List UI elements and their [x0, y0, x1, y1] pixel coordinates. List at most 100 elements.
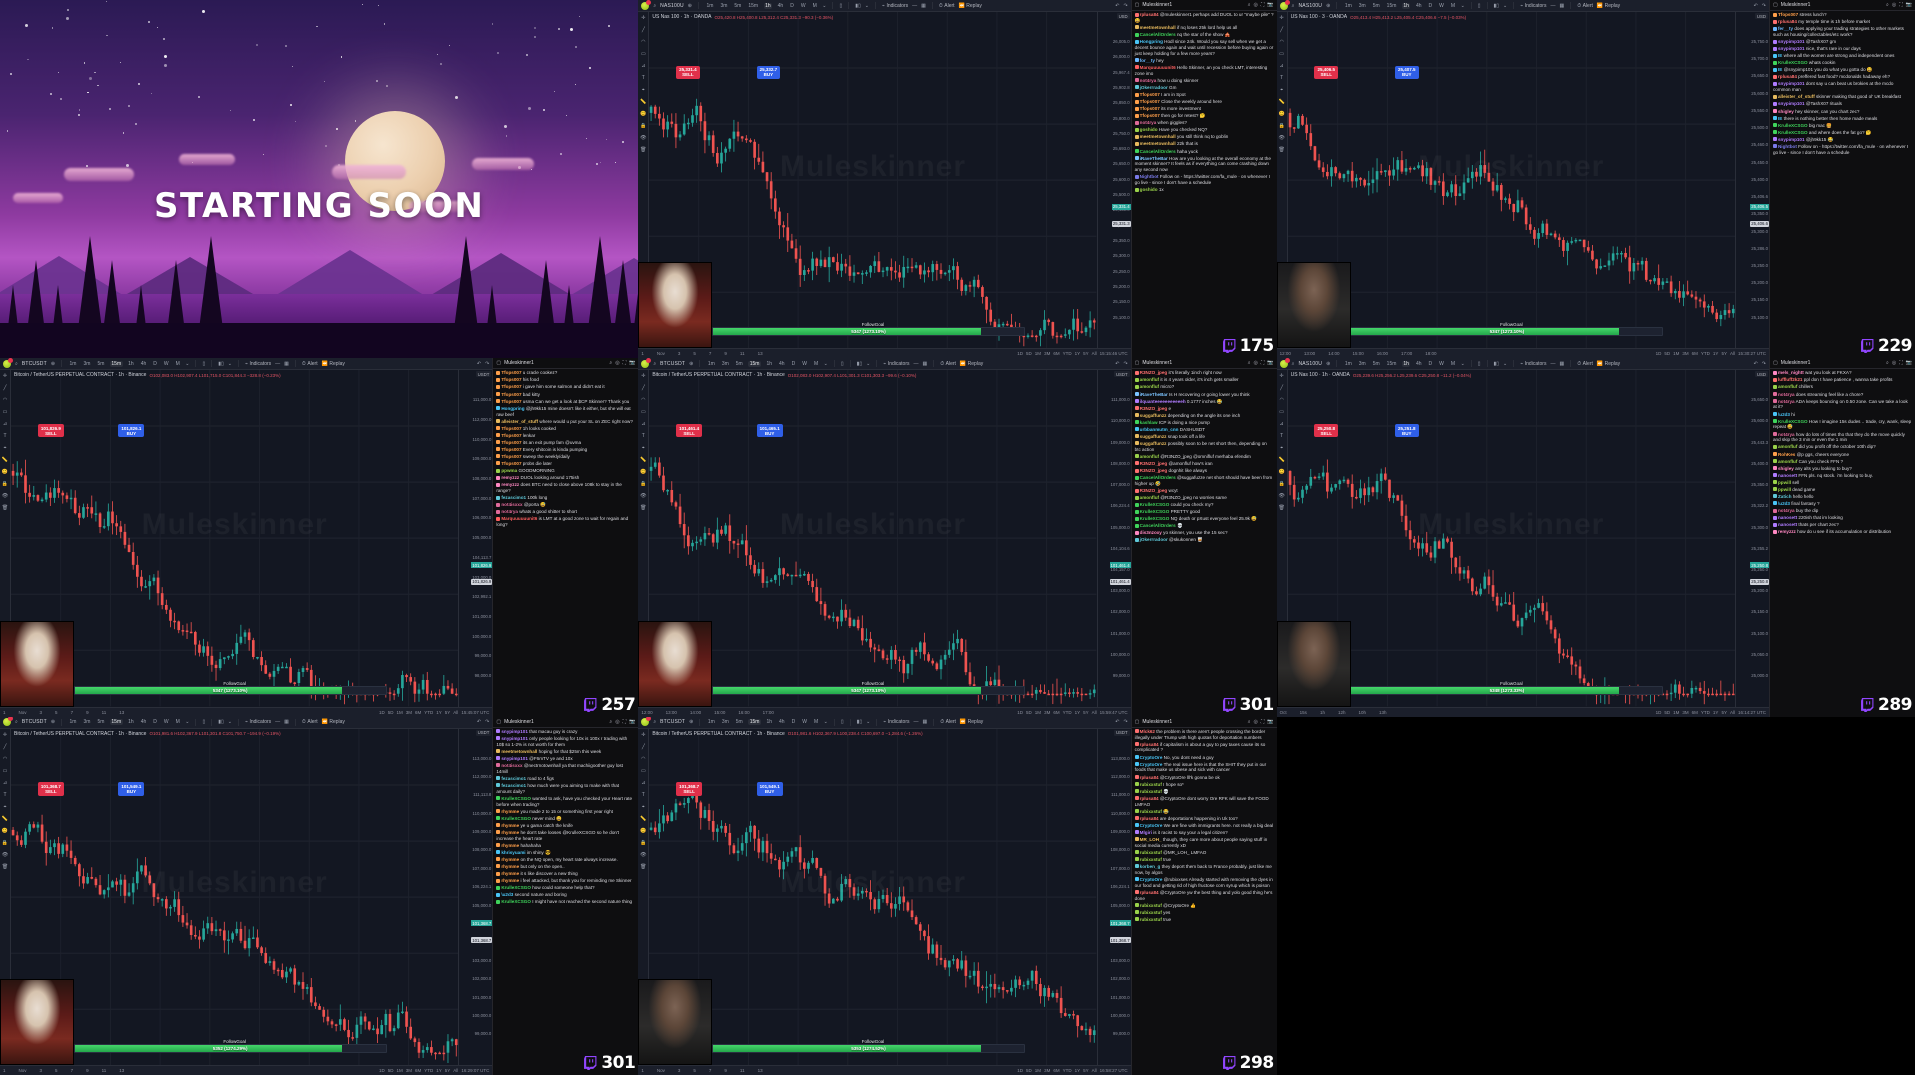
redo-icon[interactable]: ↷	[1123, 3, 1127, 9]
drawing-tool-5[interactable]: T	[1278, 433, 1285, 440]
drawing-tool-7[interactable]: 📏	[1278, 99, 1285, 106]
chat-username[interactable]: rhymme	[501, 843, 519, 848]
chat-username[interactable]: Tfops007	[1778, 12, 1798, 17]
chat-username[interactable]: not4rya	[1778, 508, 1795, 513]
bar-style-icon[interactable]: ▮▯	[218, 719, 224, 725]
chat-username[interactable]: mels_nightt	[1778, 370, 1804, 375]
chat-username[interactable]: jOkerrradoor	[1140, 85, 1168, 90]
indicators-button[interactable]: ⌁ Indicators	[1520, 3, 1546, 9]
chart-canvas[interactable]: US Nas 100 · 3 · OANDA O25,413.4 H25,413.…	[1288, 12, 1735, 348]
chat-username[interactable]: R3NZO_jpeg	[1140, 406, 1168, 411]
symbol-label[interactable]: NAS100U	[660, 3, 684, 9]
chat-header-icon-0[interactable]: ⌕	[1248, 719, 1251, 725]
search-icon[interactable]: ⌕	[653, 361, 656, 367]
chat-username[interactable]: amonfluf	[1140, 454, 1159, 459]
chat-username[interactable]: R3NZO_jpeg	[1140, 488, 1168, 493]
timeframe-d[interactable]: D	[1427, 361, 1434, 367]
sell-price-box[interactable]: 25,406.5 SELL	[1314, 66, 1338, 79]
drawing-tool-4[interactable]: ⊿	[2, 780, 9, 787]
drawing-tool-10[interactable]: 👁	[640, 135, 647, 142]
range-3m[interactable]: 3M	[1682, 710, 1688, 715]
symbol-label[interactable]: BTCUSDT	[660, 719, 685, 725]
buy-price-box[interactable]: 25,332.7 BUY	[757, 66, 781, 79]
timeframe-5m[interactable]: 5m	[734, 361, 744, 367]
chat-username[interactable]: rhymme	[501, 830, 519, 835]
timeframe-3m[interactable]: 3m	[719, 3, 729, 9]
timeframe-d[interactable]: D	[790, 361, 797, 367]
buy-price-box[interactable]: 25,251.8 BUY	[1395, 424, 1419, 437]
chat-header-icon-0[interactable]: ⌕	[1248, 2, 1251, 8]
drawing-tool-4[interactable]: ⊿	[1278, 421, 1285, 428]
chat-username[interactable]: KrulleXCSGO	[501, 816, 531, 821]
chat-username[interactable]: KrulleXCSGO	[1778, 123, 1808, 128]
chat-username[interactable]: CryptoOre	[1140, 877, 1163, 882]
range-ytd[interactable]: YTD	[424, 710, 433, 715]
range-1m[interactable]: 1M	[396, 710, 402, 715]
undo-icon[interactable]: ↶	[477, 719, 481, 725]
chat-username[interactable]: RohKes	[1778, 452, 1795, 457]
chat-username[interactable]: rhymme	[501, 809, 519, 814]
chat-username[interactable]: Tfops007	[501, 370, 521, 375]
chat-username[interactable]: ppwill	[1778, 487, 1791, 492]
indicators-button[interactable]: ⌁ Indicators	[245, 361, 271, 367]
range-1d[interactable]: 1D	[1017, 710, 1023, 715]
collapse-chat-icon[interactable]: ▢	[1135, 360, 1140, 366]
price-scale[interactable]: USDT 111,000.0 110,000.0 109,000.0 108,000.0…	[1097, 370, 1131, 706]
chat-username[interactable]: R3NZO_jpeg	[1140, 468, 1168, 473]
drawing-tool-1[interactable]: ╱	[640, 744, 647, 751]
range-5y[interactable]: 5Y	[1083, 1068, 1089, 1073]
chat-username[interactable]: rplusa84	[1140, 12, 1159, 17]
timeframe-d[interactable]: D	[790, 719, 797, 725]
drawing-tool-7[interactable]: 📏	[2, 816, 9, 823]
sell-price-box[interactable]: 101,826.9 SELL	[38, 424, 64, 437]
drawing-tool-4[interactable]: ⊿	[640, 780, 647, 787]
chart-canvas[interactable]: Bitcoin / TetherUS PERPETUAL CONTRACT · …	[649, 370, 1096, 706]
timeframe-5m[interactable]: 5m	[96, 719, 106, 725]
timeframe-m[interactable]: M	[174, 719, 181, 725]
chat-username[interactable]: snypimp101	[501, 756, 528, 761]
chat-username[interactable]: IE	[1778, 67, 1782, 72]
alert-button[interactable]: ⏱ Alert	[940, 719, 956, 725]
drawing-tool-10[interactable]: 👁	[640, 852, 647, 859]
chat-username[interactable]: Hongpring	[501, 406, 524, 411]
layout-grid-icon[interactable]: ▦	[1559, 361, 1564, 367]
chat-header-icon-2[interactable]: ⛶	[1261, 360, 1265, 366]
chat-username[interactable]: KrulleXCSGO	[1140, 502, 1170, 507]
chat-username[interactable]: R3NZO_jpeg	[1140, 461, 1168, 466]
chat-username[interactable]: amonfluf	[1778, 384, 1797, 389]
chart-canvas[interactable]: US Nas 100 · 1h · OANDA O25,420.8 H25,400…	[649, 12, 1096, 348]
chat-username[interactable]: suggaffunzz	[1140, 434, 1167, 439]
chart-canvas[interactable]: Bitcoin / TetherUS PERPETUAL CONTRACT · …	[11, 729, 458, 1065]
chat-username[interactable]: KrulleXCSGO	[1140, 516, 1170, 521]
chevron-down-icon[interactable]: ⌄	[866, 361, 870, 367]
alert-button[interactable]: ⏱ Alert	[1577, 3, 1593, 9]
chat-username[interactable]: rubixxstuf	[1140, 850, 1162, 855]
timeframe-m[interactable]: M	[812, 361, 819, 367]
chat-header-icon-1[interactable]: ◎	[615, 719, 619, 725]
range-5d[interactable]: 5D	[388, 1068, 394, 1073]
timeframe-15m[interactable]: 15m	[110, 719, 123, 725]
timeframe-4h[interactable]: 4h	[1414, 361, 1423, 367]
chat-username[interactable]: not4rya	[1778, 399, 1795, 404]
bar-style-icon[interactable]: ▮▯	[1494, 3, 1500, 9]
range-1y[interactable]: 1Y	[436, 1068, 442, 1073]
chat-username[interactable]: rubixxstuf	[1140, 809, 1162, 814]
layout-grid-icon[interactable]: ▦	[284, 719, 289, 725]
bar-style-icon[interactable]: ▮▯	[218, 361, 224, 367]
chat-username[interactable]: fezascimo1	[501, 776, 526, 781]
chat-username[interactable]: amonfluf	[1140, 377, 1159, 382]
redo-icon[interactable]: ↷	[1762, 361, 1766, 367]
timeframe-5m[interactable]: 5m	[96, 361, 106, 367]
chat-username[interactable]: jOkerrradoor	[1140, 537, 1168, 542]
drawing-tool-0[interactable]: ✛	[640, 15, 647, 22]
search-icon[interactable]: ⌕	[653, 3, 656, 9]
chat-username[interactable]: ppwill	[1778, 480, 1791, 485]
timeframe-1m[interactable]: 1m	[68, 361, 78, 367]
chevron-down-icon[interactable]: ⌄	[1461, 3, 1465, 9]
chat-username[interactable]: KrulleXCSGO	[1778, 60, 1808, 65]
drawing-tool-8[interactable]: 😊	[2, 828, 9, 835]
symbol-label[interactable]: BTCUSDT	[660, 361, 685, 367]
timeframe-3m[interactable]: 3m	[1357, 3, 1367, 9]
chevron-down-icon[interactable]: ⌄	[822, 3, 826, 9]
timeframe-15m[interactable]: 15m	[747, 3, 760, 9]
